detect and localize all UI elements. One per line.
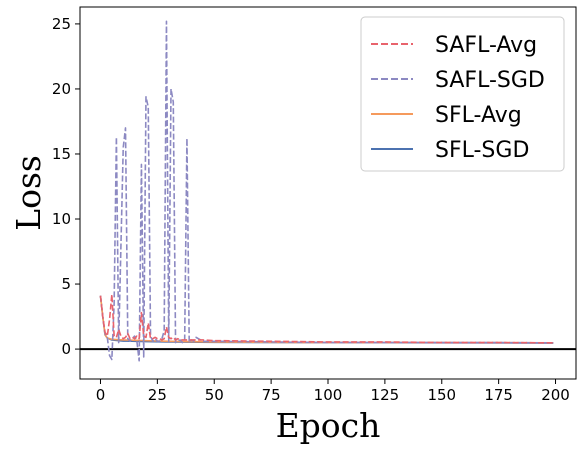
x-tick-label: 25 [148, 386, 167, 404]
legend: SAFL-Avg SAFL-SGD SFL-Avg SFL-SGD [360, 16, 565, 172]
legend-label: SAFL-SGD [435, 68, 545, 93]
x-axis-label: Epoch [276, 406, 381, 445]
y-tick-label: 25 [52, 15, 71, 33]
x-tick-label: 175 [484, 386, 513, 404]
x-tick-label: 0 [96, 386, 106, 404]
legend-label: SAFL-Avg [435, 33, 537, 58]
x-tick-label: 125 [371, 386, 400, 404]
series-layer [99, 20, 554, 362]
x-tick-label: 200 [541, 386, 570, 404]
x-tick-label: 150 [427, 386, 456, 404]
x-tick-label: 100 [314, 386, 343, 404]
series-line-safl-avg [99, 293, 554, 344]
y-tick-label: 10 [52, 210, 71, 228]
y-tick-label: 15 [52, 145, 71, 163]
legend-box [360, 16, 565, 172]
axis-ticks: 0 25 50 75 100 125 150 175 200 0 5 10 15 20 25 [52, 15, 570, 404]
legend-label: SFL-Avg [435, 103, 522, 128]
y-tick-label: 0 [61, 340, 71, 358]
x-tick-label: 50 [205, 386, 224, 404]
y-tick-label: 20 [52, 80, 71, 98]
y-axis-label: Loss [9, 155, 48, 231]
series-line-safl-sgd [99, 20, 554, 362]
legend-label: SFL-SGD [435, 138, 529, 163]
x-tick-label: 75 [262, 386, 281, 404]
y-tick-label: 5 [61, 275, 71, 293]
